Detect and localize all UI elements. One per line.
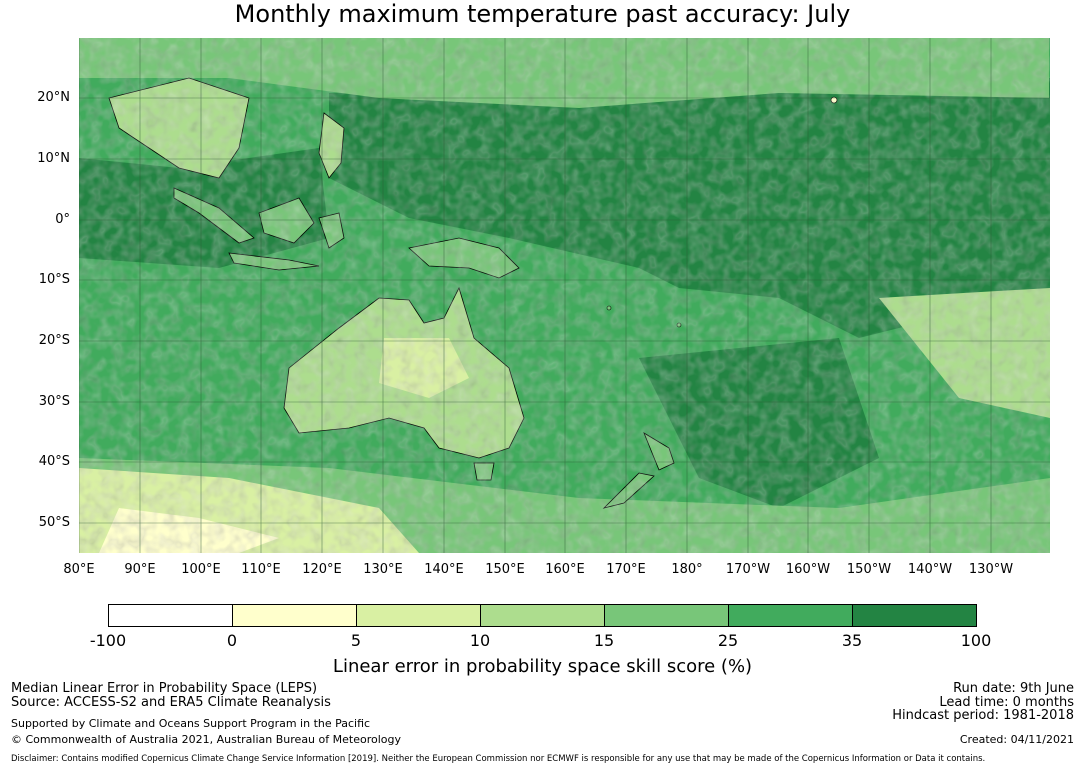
disclaimer: Disclaimer: Contains modified Copernicus… xyxy=(11,754,986,764)
support-text: Supported by Climate and Oceans Support … xyxy=(11,717,371,730)
colorbar-segment xyxy=(109,605,233,626)
lon-label-130w: 130°W xyxy=(968,562,1014,577)
colorbar-segment xyxy=(853,605,976,626)
graticule xyxy=(78,38,1050,553)
run-date: Run date: 9th June xyxy=(953,681,1074,696)
colorbar-tick: 10 xyxy=(469,631,491,650)
lat-label-50s: 50°S xyxy=(38,515,70,530)
lon-label-170w: 170°W xyxy=(725,562,771,577)
lat-label-20n: 20°N xyxy=(37,90,70,105)
lon-label-130e: 130°E xyxy=(363,562,403,577)
lon-label-160w: 160°W xyxy=(785,562,831,577)
colorbar-segment xyxy=(357,605,481,626)
colorbar-tick: 100 xyxy=(960,631,992,650)
colorbar-segment xyxy=(729,605,853,626)
source-text: Source: ACCESS-S2 and ERA5 Climate Reana… xyxy=(11,695,331,710)
lon-label-150e: 150°E xyxy=(485,562,525,577)
lon-label-140w: 140°W xyxy=(907,562,953,577)
copyright-text: © Commonwealth of Australia 2021, Austra… xyxy=(11,733,401,746)
colorbar-segment xyxy=(605,605,729,626)
lon-label-100e: 100°E xyxy=(181,562,221,577)
lon-label-120e: 120°E xyxy=(302,562,342,577)
lon-label-140e: 140°E xyxy=(424,562,464,577)
lon-label-80e: 80°E xyxy=(63,562,95,577)
lon-label-180: 180° xyxy=(671,562,703,577)
method-text: Median Linear Error in Probability Space… xyxy=(11,681,318,696)
lat-label-40s: 40°S xyxy=(38,454,70,469)
lon-label-110e: 110°E xyxy=(241,562,281,577)
lon-label-90e: 90°E xyxy=(124,562,156,577)
lon-label-150w: 150°W xyxy=(846,562,892,577)
created-date: Created: 04/11/2021 xyxy=(959,733,1074,746)
colorbar-tick: -100 xyxy=(89,631,127,650)
hindcast-period: Hindcast period: 1981-2018 xyxy=(892,708,1074,723)
lat-label-20s: 20°S xyxy=(38,333,70,348)
map-title: Monthly maximum temperature past accurac… xyxy=(234,0,851,28)
skill-score-map xyxy=(78,38,1050,553)
lat-label-10s: 10°S xyxy=(38,272,70,287)
map-canvas xyxy=(78,38,1050,553)
colorbar-tick: 5 xyxy=(350,631,362,650)
colorbar xyxy=(108,604,977,627)
colorbar-segment xyxy=(233,605,357,626)
colorbar-label: Linear error in probability space skill … xyxy=(332,656,753,677)
lat-label-30s: 30°S xyxy=(38,394,70,409)
lon-label-160e: 160°E xyxy=(545,562,585,577)
skill-texture xyxy=(79,38,1050,553)
lon-label-170e: 170°E xyxy=(606,562,646,577)
colorbar-segment xyxy=(481,605,605,626)
colorbar-tick: 0 xyxy=(226,631,238,650)
colorbar-tick: 25 xyxy=(717,631,739,650)
colorbar-tick: 35 xyxy=(841,631,863,650)
lat-label-0: 0° xyxy=(55,212,70,227)
lead-time: Lead time: 0 months xyxy=(939,695,1074,710)
colorbar-tick: 15 xyxy=(593,631,615,650)
lat-label-10n: 10°N xyxy=(37,151,70,166)
